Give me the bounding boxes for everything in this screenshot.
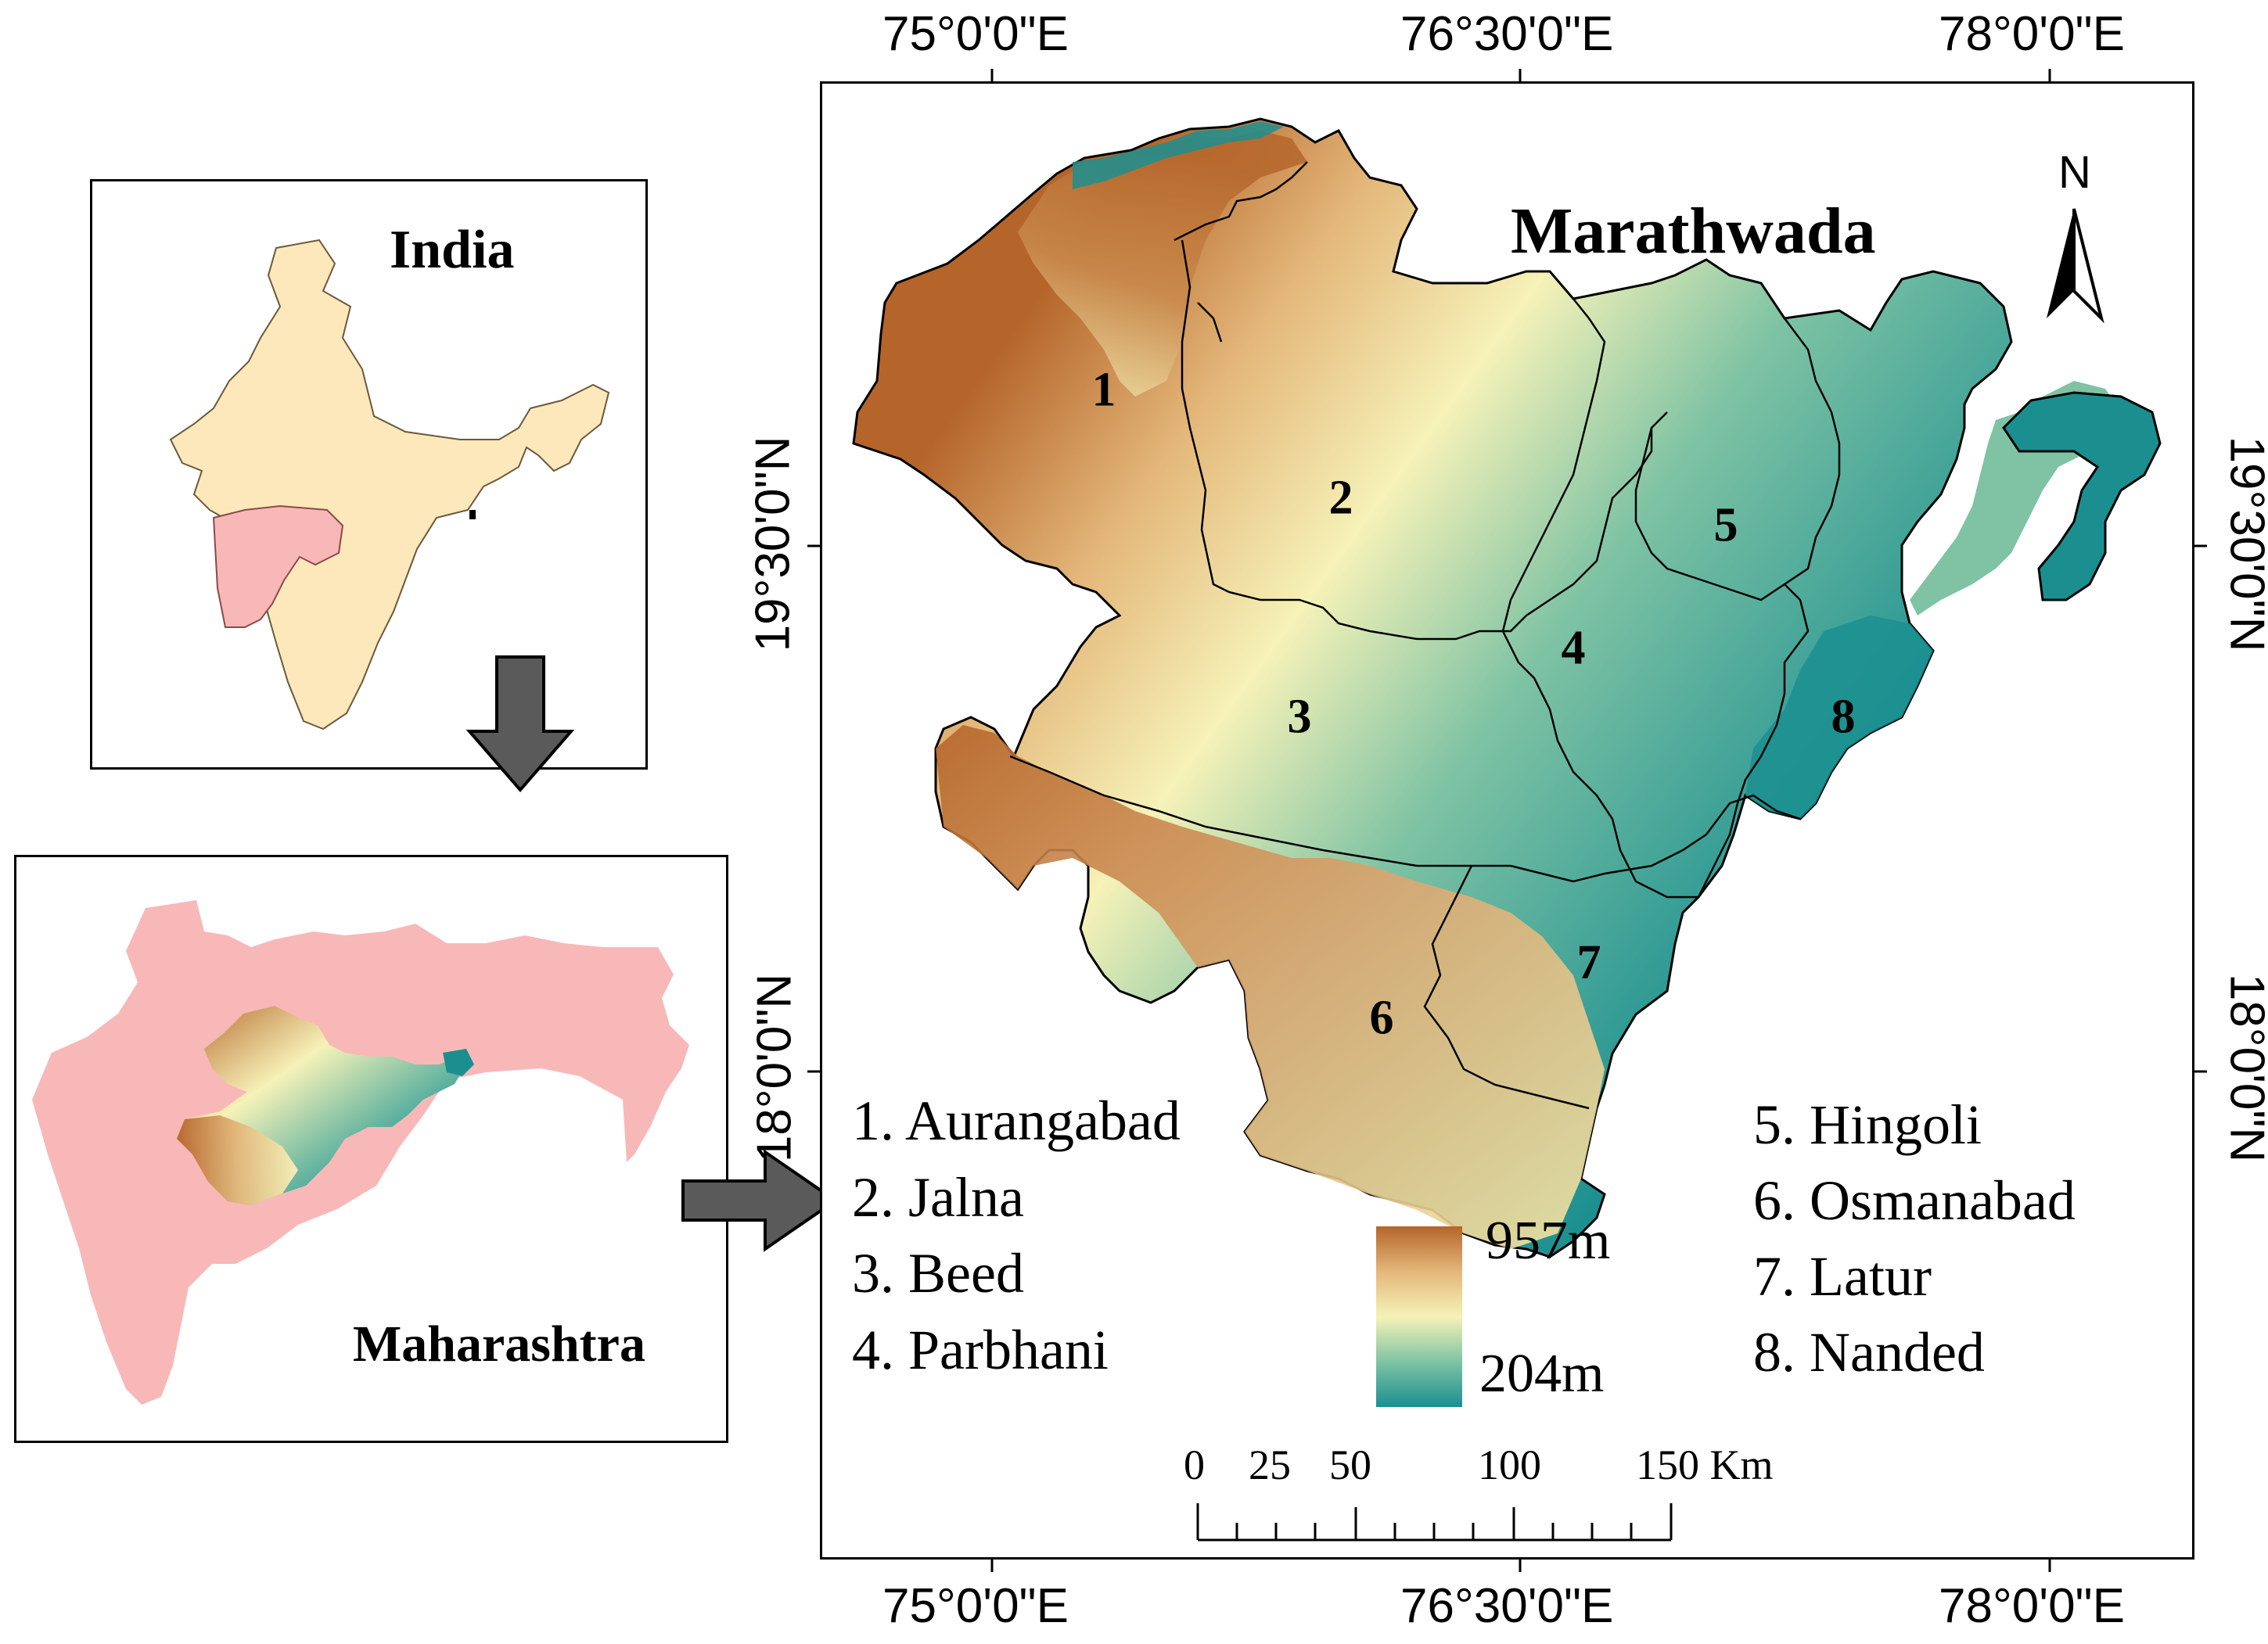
maharashtra-map xyxy=(32,900,689,1405)
maharashtra-inset-panel: Maharashtra xyxy=(14,855,728,1443)
coord-top-76-30E: 76°30'0"E xyxy=(1400,7,1614,61)
district-number-8: 8 xyxy=(1831,690,1856,744)
district-boundaries xyxy=(1009,161,1841,1110)
marathwada-elevation-map xyxy=(852,117,2162,1542)
maharashtra-shape xyxy=(32,900,689,1405)
aurangabad-highland xyxy=(1018,131,1307,397)
legend-item-latur: 7. Latur xyxy=(1753,1245,1932,1308)
legend-item-aurangabad: 1. Aurangabad xyxy=(852,1089,1181,1152)
district-number-5: 5 xyxy=(1713,498,1738,552)
beed-osmanabad-highland xyxy=(936,725,1605,1249)
district-number-2: 2 xyxy=(1328,471,1353,525)
india-shape xyxy=(169,239,610,730)
district-number-6: 6 xyxy=(1369,991,1394,1045)
north-label: N xyxy=(2058,147,2091,198)
nanded-northeast-hook xyxy=(2002,391,2162,601)
northern-teal-fringe xyxy=(1073,121,1284,189)
india-outline-map xyxy=(169,239,610,730)
elevation-max-label: 957m xyxy=(1486,1211,1611,1271)
scale-bar xyxy=(1196,1503,1673,1542)
coord-top-78E: 78°0'0"E xyxy=(1939,7,2125,61)
scale-label-50: 50 xyxy=(1329,1441,1371,1488)
down-arrow-icon xyxy=(465,655,575,793)
district-number-4: 4 xyxy=(1561,621,1586,675)
legend-item-beed: 3. Beed xyxy=(852,1242,1024,1305)
right-arrow-icon xyxy=(681,1149,839,1252)
india-inset-panel: India xyxy=(90,179,648,770)
marathwada-east-lobe xyxy=(443,1049,474,1076)
north-arrow-icon xyxy=(2047,208,2104,324)
scale-label-100: 100 xyxy=(1478,1441,1541,1488)
india-inset-title: India xyxy=(390,220,515,280)
main-map-panel: Marathwada N 1 2 3 4 5 6 7 8 1. Aurangab… xyxy=(820,81,2194,1560)
main-map-title: Marathwada xyxy=(1511,195,1876,267)
coord-top-75E: 75°0'0"E xyxy=(882,7,1069,61)
elevation-colorbar xyxy=(1376,1226,1462,1407)
elevation-min-label: 204m xyxy=(1479,1344,1605,1404)
coord-bottom-76-30E: 76°30'0"E xyxy=(1400,1579,1614,1633)
legend-item-parbhani: 4. Parbhani xyxy=(852,1319,1109,1381)
legend-item-nanded: 8. Nanded xyxy=(1753,1321,1985,1384)
district-number-1: 1 xyxy=(1091,363,1116,417)
legend-item-jalna: 2. Jalna xyxy=(852,1166,1024,1229)
andaman-dot xyxy=(469,510,476,519)
scale-label-0: 0 xyxy=(1184,1441,1205,1488)
scale-label-150: 150 Km xyxy=(1636,1441,1774,1488)
legend-item-osmanabad: 6. Osmanabad xyxy=(1753,1169,2076,1232)
marathwada-shape xyxy=(852,117,2013,1258)
coord-bottom-75E: 75°0'0"E xyxy=(882,1579,1069,1633)
marathwada-south-shape xyxy=(177,1115,298,1205)
district-number-3: 3 xyxy=(1287,690,1312,744)
maharashtra-inset-title: Maharashtra xyxy=(353,1316,645,1373)
scale-label-25: 25 xyxy=(1249,1441,1291,1488)
maharashtra-highlight-shape xyxy=(212,504,344,628)
legend-item-hingoli: 5. Hingoli xyxy=(1753,1093,1982,1156)
coord-bottom-78E: 78°0'0"E xyxy=(1939,1579,2125,1633)
east-teal-zone xyxy=(1745,616,1933,819)
district-number-7: 7 xyxy=(1576,935,1601,989)
